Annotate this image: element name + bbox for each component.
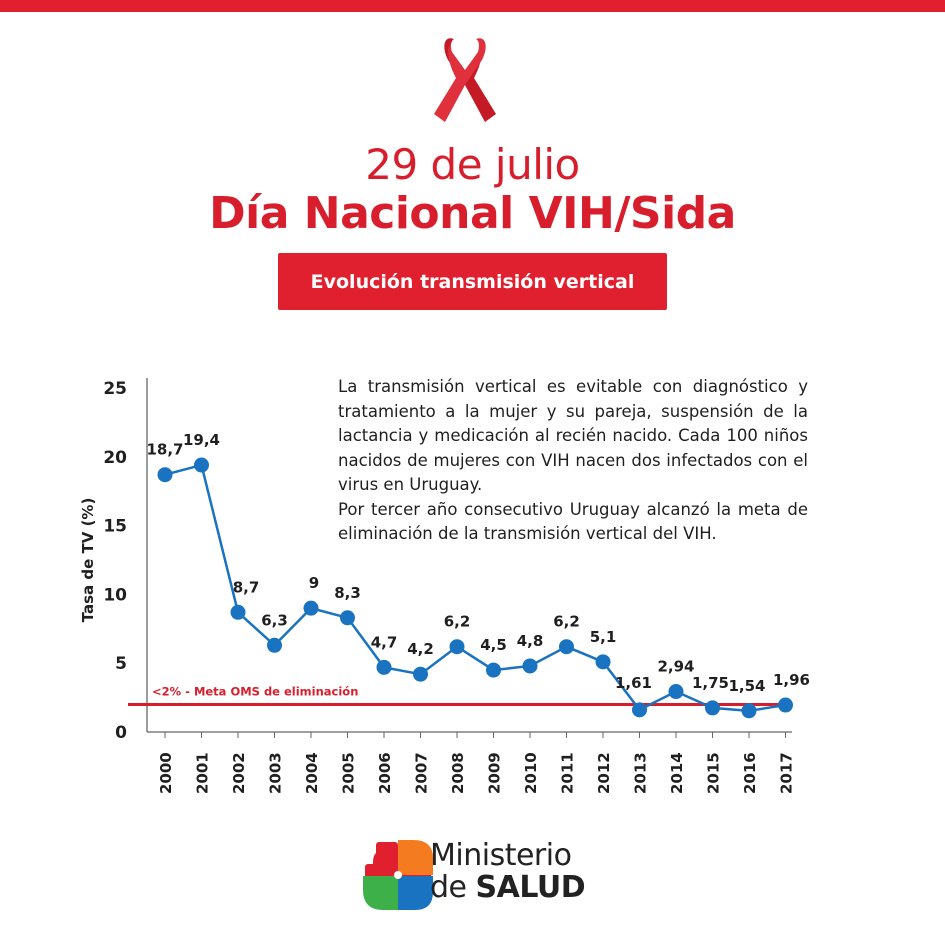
x-tick-label: 2007 — [413, 752, 431, 794]
data-label: 18,7 — [146, 441, 183, 459]
logo-text-line1: Ministerio — [430, 838, 572, 873]
x-tick-label: 2004 — [303, 752, 321, 794]
data-label: 4,7 — [371, 633, 398, 651]
y-tick-label: 25 — [103, 379, 127, 399]
subtitle-text: Evolución transmisión vertical — [310, 270, 635, 293]
page-title: Día Nacional VIH/Sida — [209, 188, 736, 239]
event-date: 29 de julio — [365, 140, 580, 189]
ministerio-logo-icon — [363, 840, 433, 910]
x-tick-label: 2017 — [778, 752, 796, 794]
x-tick-label: 2001 — [194, 752, 212, 794]
data-point — [230, 604, 246, 620]
data-point — [705, 700, 720, 716]
data-label: 2,94 — [657, 658, 694, 676]
subtitle-banner: Evolución transmisión vertical — [278, 253, 667, 310]
y-tick-label: 10 — [103, 585, 127, 605]
y-tick-label: 20 — [103, 448, 127, 468]
data-label: 5,1 — [590, 628, 617, 646]
description-text: La transmisión vertical es evitable con … — [338, 375, 808, 547]
x-tick-label: 2011 — [559, 752, 577, 794]
data-point — [778, 697, 793, 713]
data-label: 8,7 — [233, 578, 260, 596]
data-point — [632, 702, 647, 718]
data-label: 1,75 — [692, 674, 729, 692]
data-point — [668, 684, 684, 700]
x-tick-label: 2010 — [522, 752, 540, 794]
logo-text-prefix: de — [430, 870, 476, 905]
x-tick-label: 2008 — [449, 752, 467, 794]
data-label: 1,61 — [615, 674, 652, 692]
top-accent-bar — [0, 0, 945, 12]
data-point — [595, 654, 611, 670]
data-point — [486, 662, 501, 678]
y-tick-label: 0 — [115, 723, 127, 743]
x-tick-label: 2014 — [668, 752, 686, 794]
x-tick-label: 2015 — [705, 752, 723, 794]
data-label: 6,2 — [553, 613, 580, 631]
logo-text-bold: SALUD — [475, 870, 586, 905]
data-point — [376, 659, 392, 675]
logo-text-line2: de SALUD — [430, 870, 586, 905]
data-point — [157, 467, 173, 483]
data-point — [559, 639, 574, 655]
x-tick-label: 2016 — [741, 752, 759, 794]
data-point — [267, 637, 282, 653]
data-label: 6,3 — [261, 611, 288, 629]
data-label: 9 — [309, 574, 319, 592]
x-tick-label: 2005 — [340, 752, 358, 794]
data-label: 4,2 — [407, 640, 434, 658]
data-label: 6,2 — [444, 613, 471, 631]
x-tick-label: 2000 — [157, 752, 175, 794]
x-tick-label: 2012 — [595, 752, 613, 794]
data-point — [522, 658, 538, 674]
data-point — [340, 610, 355, 626]
threshold-label: <2% - Meta OMS de eliminación — [152, 684, 358, 698]
data-label: 4,8 — [517, 632, 544, 650]
y-tick-label: 15 — [103, 517, 127, 537]
data-point — [741, 703, 757, 719]
data-point — [194, 457, 209, 473]
x-tick-label: 2002 — [230, 752, 248, 794]
data-point — [449, 639, 465, 655]
x-tick-label: 2013 — [632, 752, 650, 794]
description-paragraph-2: Por tercer año consecutivo Uruguay alcan… — [338, 499, 808, 544]
data-label: 8,3 — [334, 584, 361, 602]
data-label: 19,4 — [183, 431, 220, 449]
description-paragraph-1: La transmisión vertical es evitable con … — [338, 377, 808, 494]
data-label: 1,96 — [773, 671, 810, 689]
x-tick-label: 2003 — [267, 752, 285, 794]
y-axis-title: Tasa de TV (%) — [79, 498, 97, 623]
data-label: 4,5 — [480, 636, 507, 654]
x-tick-label: 2009 — [486, 752, 504, 794]
data-point — [413, 666, 428, 682]
y-tick-label: 5 — [115, 654, 127, 674]
aids-ribbon-icon — [434, 38, 496, 122]
x-tick-label: 2006 — [376, 752, 394, 794]
data-label: 1,54 — [728, 677, 765, 695]
data-point — [303, 600, 319, 616]
